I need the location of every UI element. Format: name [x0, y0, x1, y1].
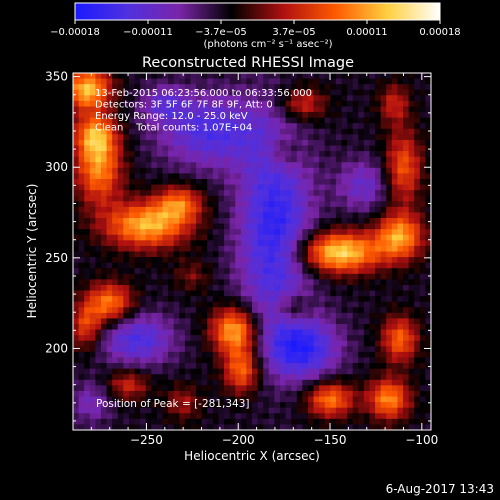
timestamp: 6-Aug-2017 13:43 [385, 482, 494, 496]
axis-ticks: −250 −200 −150 −100 200 250 300 350 [45, 70, 438, 447]
colorbar-tick-label: −0.00018 [50, 27, 100, 38]
info-line: Clean Total counts: 1.07E+04 [95, 123, 252, 134]
colorbar-tick-label: −0.00011 [123, 27, 173, 38]
info-line: Energy Range: 12.0 - 25.0 keV [95, 111, 248, 122]
colorbar-tick-label: −3.7e−05 [195, 27, 247, 38]
y-tick-label: 300 [45, 160, 68, 174]
info-line: Detectors: 3F 5F 6F 7F 8F 9F, Att: 0 [95, 100, 273, 111]
x-tick-label: −200 [222, 433, 255, 447]
colorbar-tick-label: 0.00018 [419, 27, 460, 38]
x-axis-label: Heliocentric X (arcsec) [184, 449, 320, 463]
peak-annotation: Position of Peak = [-281,343] [96, 398, 250, 410]
colorbar-units: (photons cm⁻² s⁻¹ asec⁻²) [203, 39, 332, 50]
x-tick-label: −250 [130, 433, 163, 447]
chart-title: Reconstructed RHESSI Image [142, 55, 354, 71]
info-line: 13-Feb-2015 06:23:56.000 to 06:33:56.000 [95, 88, 312, 99]
y-tick-label: 250 [45, 251, 68, 265]
colorbar-gradient [74, 2, 441, 21]
info-annotation: 13-Feb-2015 06:23:56.000 to 06:33:56.000… [95, 88, 312, 134]
y-tick-label: 350 [45, 70, 68, 84]
x-tick-label: −150 [314, 433, 347, 447]
y-axis-label: Heliocentric Y (arcsec) [25, 184, 39, 319]
x-tick-label: −100 [405, 433, 438, 447]
plot-frame [72, 72, 432, 431]
colorbar-tick-label: 0.00011 [346, 27, 387, 38]
colorbar: −0.00018 −0.00011 −3.7e−05 3.7e−05 0.00011 0.… [50, 2, 461, 50]
colorbar-tick-label: 3.7e−05 [272, 27, 315, 38]
y-tick-label: 200 [45, 341, 68, 355]
heatmap-image [73, 73, 432, 431]
colorbar-ticks: −0.00018 −0.00011 −3.7e−05 3.7e−05 0.00011 0.… [50, 20, 461, 38]
